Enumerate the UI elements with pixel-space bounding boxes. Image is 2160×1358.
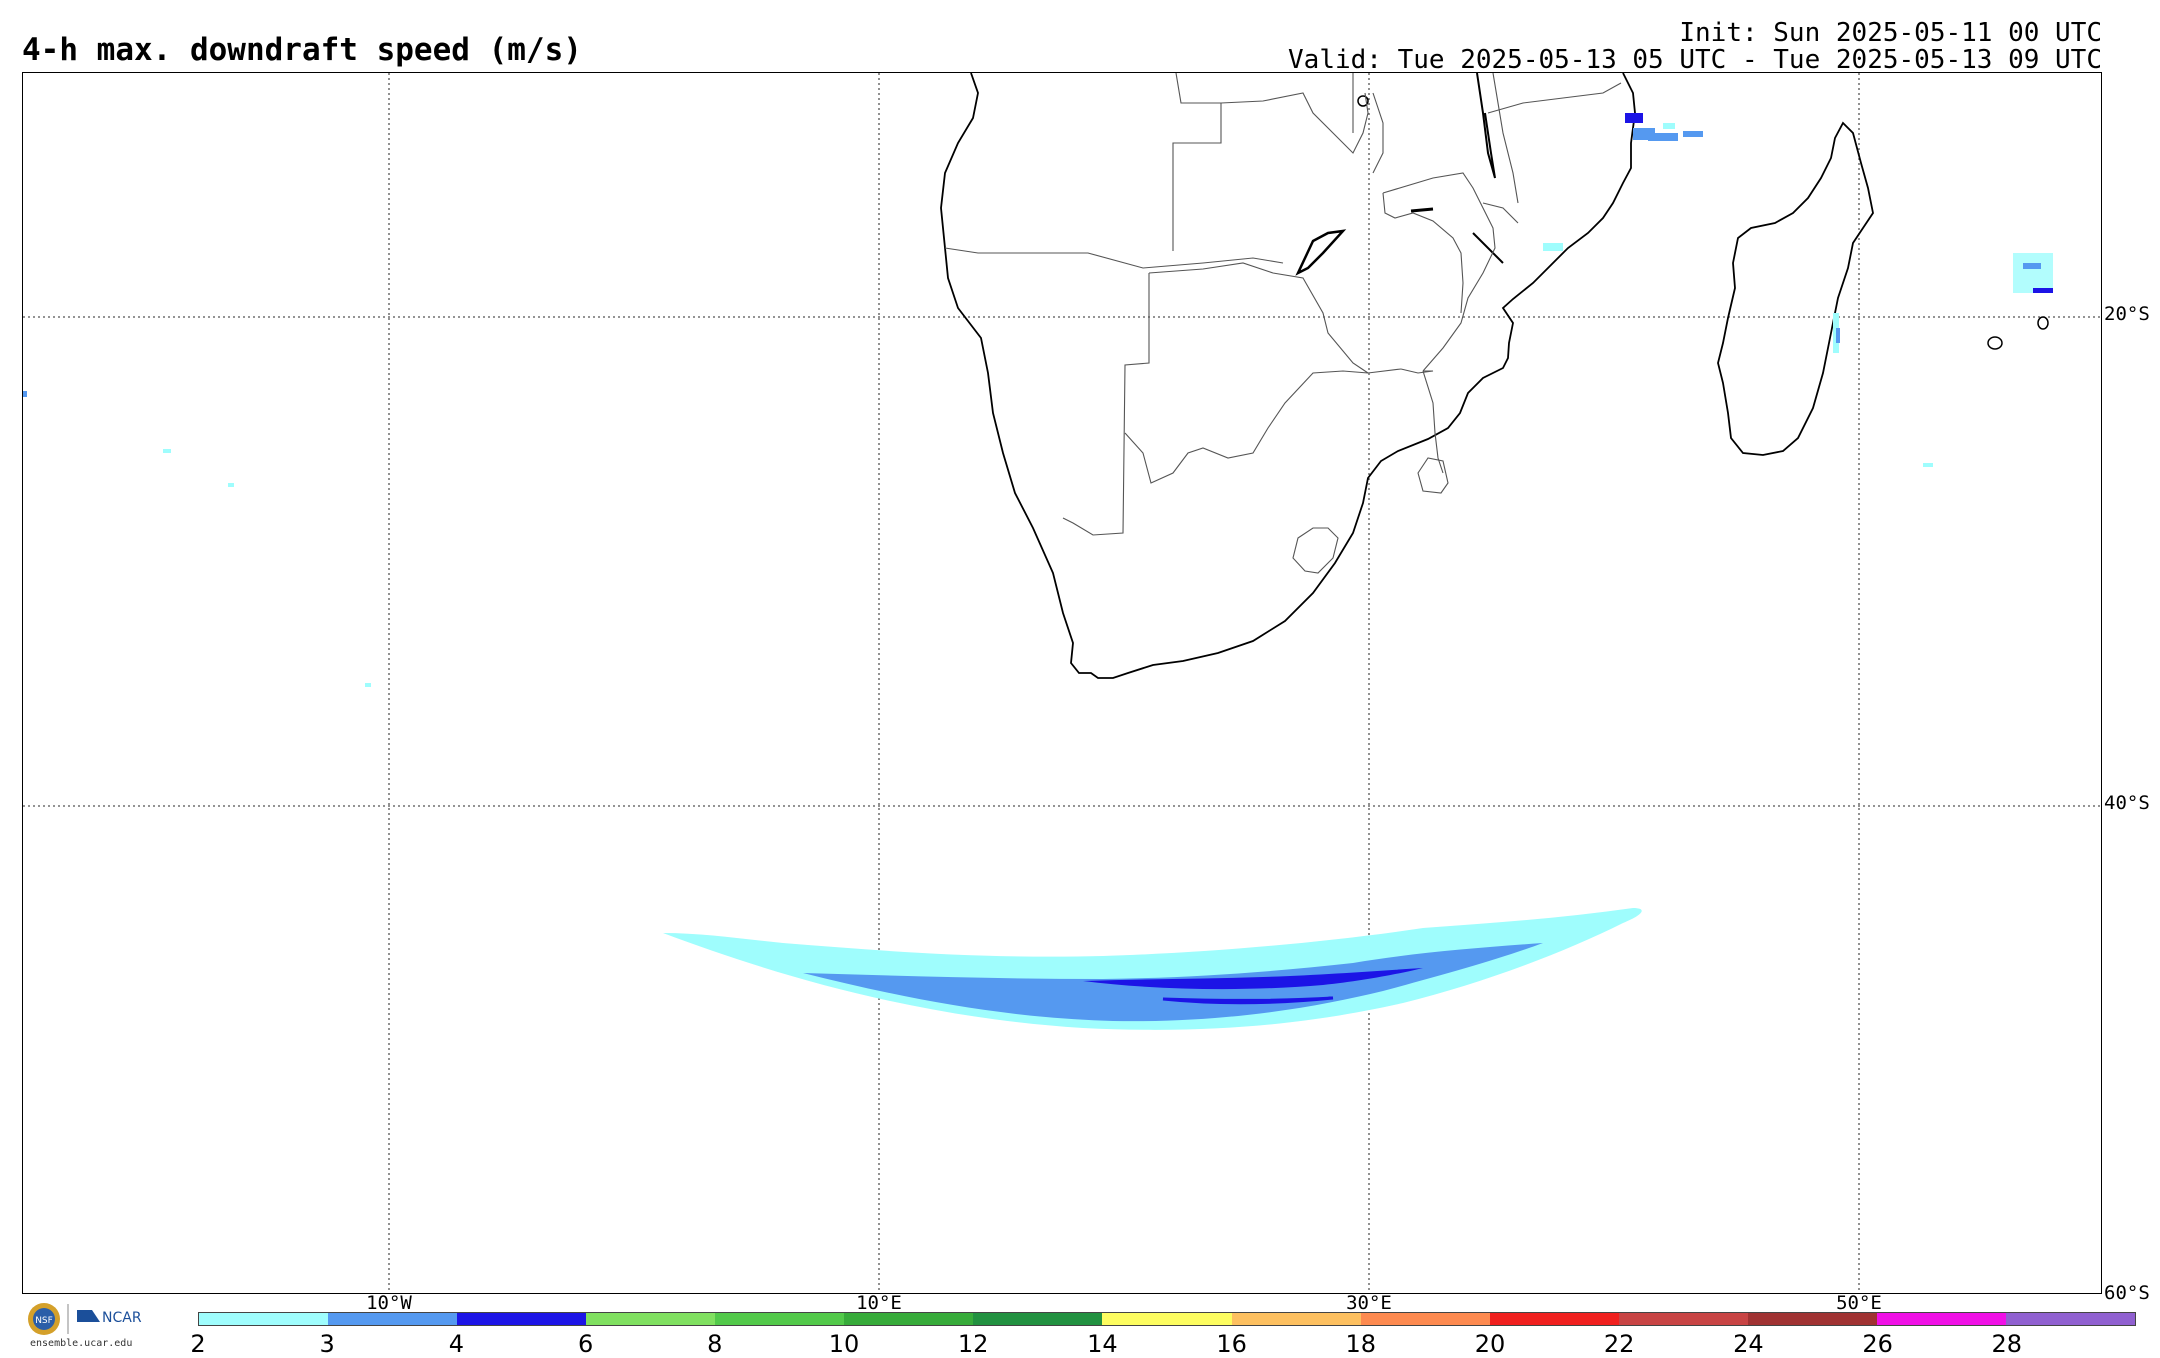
colorbar-tick-label: 16 — [1216, 1330, 1247, 1358]
colorbar-tick-label: 14 — [1087, 1330, 1118, 1358]
colorbar-tick-label: 24 — [1733, 1330, 1764, 1358]
map-panel[interactable] — [22, 72, 2102, 1294]
colorbar-swatch — [1747, 1313, 1877, 1325]
lat-label-20s: 20°S — [2104, 303, 2150, 325]
colorbar-swatch — [2005, 1313, 2135, 1325]
colorbar-tick-label: 4 — [448, 1330, 465, 1358]
nsf-logo-text: NSF — [35, 1316, 53, 1326]
reunion-island — [2037, 316, 2049, 330]
country-borders — [944, 73, 1622, 574]
zambezi-coast — [1472, 232, 1504, 264]
lon-label-10w: 10°W — [366, 1292, 412, 1314]
madagascar-coastline — [1717, 121, 1874, 456]
colorbar-tick-label: 3 — [319, 1330, 335, 1358]
mauritius-island — [1987, 336, 2003, 350]
lon-label-10e: 10°E — [856, 1292, 902, 1314]
colorbar-swatch — [844, 1313, 974, 1325]
logo-area: NSF NCAR — [22, 1300, 157, 1354]
nsf-ncar-logo: NSF NCAR — [28, 1303, 142, 1335]
colorbar-swatch — [1360, 1313, 1490, 1325]
lat-label-40s: 40°S — [2104, 792, 2150, 814]
colorbar-swatch — [1489, 1313, 1619, 1325]
colorbar-tick-label: 22 — [1603, 1330, 1635, 1358]
colorbar-swatch — [1231, 1313, 1361, 1325]
ncar-logo-text: NCAR — [102, 1310, 142, 1326]
colorbar-tick-label: 6 — [577, 1330, 594, 1358]
colorbar-swatch — [973, 1313, 1103, 1325]
lake-kariba — [1295, 229, 1347, 276]
colorbar-swatch — [1618, 1313, 1748, 1325]
colorbar-swatch — [1102, 1313, 1232, 1325]
time-info: Init: Sun 2025-05-11 00 UTC Valid: Tue 2… — [1288, 20, 2102, 74]
map-svg — [23, 73, 2101, 1293]
colorbar-tick-label: 2 — [190, 1330, 206, 1358]
map-title: 4-h max. downdraft speed (m/s) — [22, 32, 582, 68]
colorbar-swatch — [328, 1313, 458, 1325]
colorbar-tick-label: 18 — [1345, 1330, 1377, 1358]
colorbar-tick-label: 20 — [1474, 1330, 1506, 1358]
colorbar-tick-label: 26 — [1862, 1330, 1893, 1358]
cahora-bassa — [1410, 207, 1434, 213]
lon-label-50e: 50°E — [1836, 1292, 1882, 1314]
colorbar-swatch — [457, 1313, 587, 1325]
lake-island — [1357, 95, 1369, 107]
africa-coastline — [940, 73, 1636, 679]
lat-label-60s: 60°S — [2104, 1282, 2150, 1304]
lake-malawi — [1476, 73, 1496, 179]
colorbar-swatch — [715, 1313, 845, 1325]
colorbar-swatch — [1876, 1313, 2006, 1325]
colorbar-tick-label: 12 — [957, 1330, 989, 1358]
site-url[interactable]: ensemble.ucar.edu — [30, 1338, 133, 1349]
colorbar-swatch — [199, 1313, 329, 1325]
colorbar-tick-label: 8 — [707, 1330, 723, 1358]
colorbar-tick-label: 28 — [1991, 1330, 2023, 1358]
init-time: Init: Sun 2025-05-11 00 UTC — [1679, 18, 2102, 48]
colorbar-swatch — [586, 1313, 716, 1325]
lon-label-30e: 30°E — [1346, 1292, 1392, 1314]
graticule — [23, 73, 2101, 1293]
ncar-logo-icon — [77, 1310, 100, 1322]
valid-time: Valid: Tue 2025-05-13 05 UTC - Tue 2025-… — [1288, 45, 2102, 75]
colorbar-tick-label: 10 — [828, 1330, 860, 1358]
downdraft-field — [23, 113, 2053, 1030]
colorbar — [198, 1312, 2136, 1326]
